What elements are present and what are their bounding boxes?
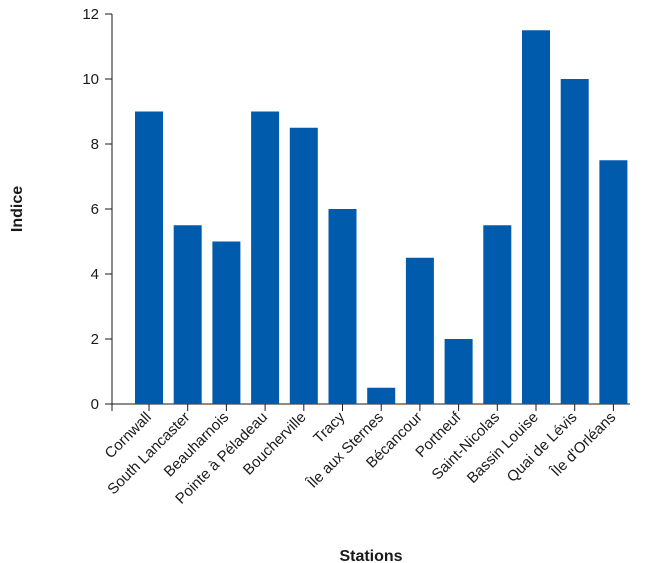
y-tick-label: 0 (91, 396, 99, 413)
bar (367, 387, 396, 404)
bar (405, 257, 434, 404)
bar (212, 241, 241, 404)
y-tick-label: 8 (91, 136, 99, 153)
bar (173, 225, 202, 404)
y-axis: 0 2 4 6 8 10 12 (82, 6, 113, 413)
bar (135, 111, 163, 404)
bar (560, 79, 589, 404)
y-tick-label: 10 (82, 71, 99, 88)
y-tick-label: 6 (91, 201, 99, 218)
x-axis-title: Stations (339, 548, 402, 563)
bar (522, 30, 550, 404)
y-axis-title: Indice (9, 186, 26, 232)
bar (444, 339, 473, 404)
bars (135, 30, 628, 404)
bar (483, 225, 512, 404)
y-tick-label: 2 (91, 331, 99, 348)
y-tick-label: 12 (82, 6, 99, 23)
y-ticks: 0 2 4 6 8 10 12 (82, 6, 112, 413)
bar (599, 160, 628, 404)
bar (251, 111, 280, 404)
bar (328, 209, 357, 404)
bar (289, 127, 318, 404)
y-tick-label: 4 (91, 266, 99, 283)
